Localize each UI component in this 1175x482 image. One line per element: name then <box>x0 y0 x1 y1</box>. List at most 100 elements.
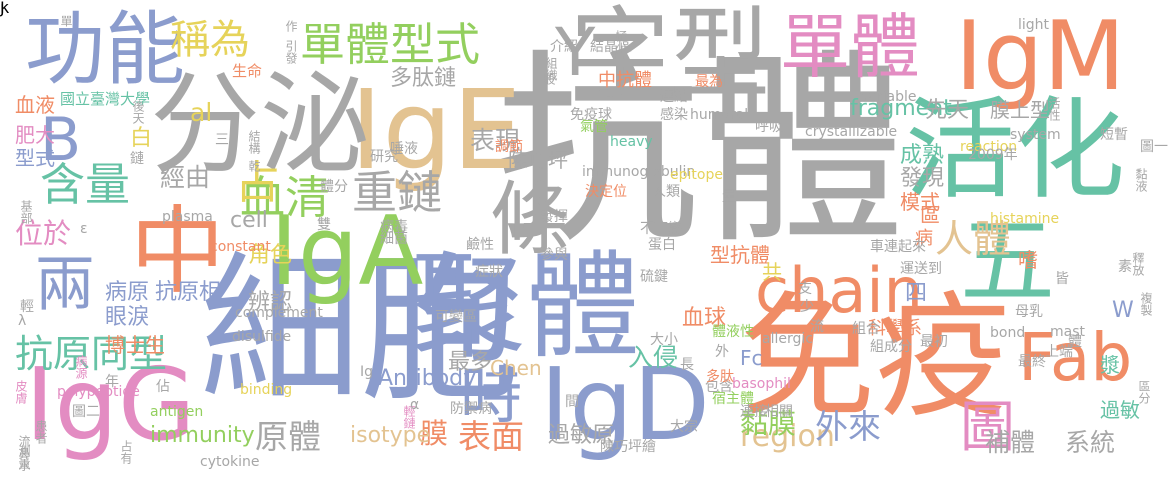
word: light <box>1018 17 1050 33</box>
word: 分泌 <box>150 61 370 189</box>
word: 型抗體 <box>710 243 770 267</box>
word: cell <box>230 208 268 233</box>
word: IgD <box>540 346 710 463</box>
word: 鹼性 <box>466 237 494 253</box>
word: 唾液 <box>390 141 418 157</box>
word: 皮膚 <box>14 380 28 404</box>
word: 肥大 <box>15 123 55 147</box>
word: 稱為 <box>170 17 250 63</box>
word: plasma <box>162 209 213 225</box>
word: 大宗 <box>670 419 698 435</box>
word: 包含 <box>705 379 733 395</box>
word: system <box>1010 127 1061 143</box>
word: 漿 <box>1100 353 1120 377</box>
word: 外來 <box>815 407 881 446</box>
word: 參與 <box>540 247 568 263</box>
word: 共 <box>762 260 782 284</box>
word: 感染 <box>660 107 688 123</box>
word: 病毒 <box>380 219 408 235</box>
word: λ <box>18 313 27 329</box>
word: 時 <box>460 359 523 432</box>
word: 呼吸 <box>755 119 783 135</box>
word: 上端 <box>1045 344 1073 360</box>
word: 圖二 <box>72 404 100 420</box>
word: cytokine <box>200 454 260 470</box>
word: 相關 <box>765 404 793 420</box>
word: crystallizable <box>805 124 898 140</box>
word: 區分 <box>1137 380 1151 404</box>
word: 母乳 <box>1015 304 1043 320</box>
word: 作 <box>284 20 298 32</box>
word: 角色 <box>248 243 293 268</box>
word: 抗體 <box>495 33 905 271</box>
word: 原體 <box>255 417 321 456</box>
word: 輕 <box>20 299 34 315</box>
word: polypeptide <box>57 384 140 400</box>
word: 病原 <box>105 280 150 305</box>
word: 病 <box>915 228 933 249</box>
word: binding <box>240 382 293 398</box>
word: Chen <box>490 356 542 380</box>
word: 陳巧坪 <box>508 148 568 172</box>
word: 介紹 <box>550 39 578 55</box>
word: 功能 <box>25 3 185 96</box>
word: 單體 <box>780 6 920 88</box>
word: 辨認 <box>248 290 293 315</box>
word: 免疫球 <box>570 107 612 123</box>
word: IgM <box>955 2 1126 112</box>
word: 測量 <box>17 445 31 469</box>
word: 皆 <box>1055 271 1069 287</box>
word: fragment <box>850 96 952 121</box>
word: 研究 <box>370 149 398 165</box>
word: constant <box>210 239 271 255</box>
word: 系統 <box>1065 428 1116 457</box>
word: 膜上型 <box>990 98 1050 122</box>
word: 人體 <box>935 217 1012 261</box>
word: 支 <box>798 281 812 297</box>
word: ε <box>80 221 88 237</box>
word: 結晶區 <box>590 39 632 55</box>
word: 引發 <box>284 40 298 64</box>
word: IgA <box>270 197 424 307</box>
word: histamine <box>990 211 1060 227</box>
word: Y <box>555 14 596 91</box>
word: 雙 <box>317 217 331 233</box>
word: 2009年 <box>968 147 1018 163</box>
word: humoral <box>690 107 749 123</box>
word: 聚體 <box>410 240 641 374</box>
word: antigen <box>150 404 204 420</box>
word: 中抗體 <box>598 70 652 91</box>
word: Fab <box>1018 319 1133 396</box>
word: mast <box>1050 324 1085 340</box>
word: 先天 <box>925 98 970 123</box>
word: region <box>740 419 835 454</box>
word: basophil <box>732 376 791 392</box>
word: 素 <box>1118 259 1132 275</box>
word: complement <box>235 305 323 321</box>
word: 基部 <box>19 200 33 224</box>
word: 占有 <box>119 440 133 464</box>
word: 抗原同型 <box>15 332 168 376</box>
word: 決定位 <box>585 184 627 200</box>
word: 組合 <box>852 321 880 337</box>
word: 最終 <box>1018 354 1046 370</box>
word: 博士生 <box>105 333 165 357</box>
word: 氣管 <box>580 119 608 135</box>
word: 流 <box>810 319 824 335</box>
word: 流鼻水 <box>17 435 31 471</box>
word: 血液 <box>15 93 55 117</box>
word: W <box>1112 298 1134 323</box>
word: 間 <box>565 394 579 410</box>
word: 黏液 <box>1134 168 1148 192</box>
word: 單體型式 <box>300 18 481 71</box>
word: 膜 <box>420 417 449 450</box>
word: reaction <box>960 139 1018 155</box>
word: 免疫 <box>740 279 1010 436</box>
word: 蛋白 <box>648 237 676 253</box>
word: 血球 <box>682 306 727 331</box>
word: 單 <box>59 15 73 27</box>
word: 調節 <box>495 139 523 155</box>
word: 外 <box>715 344 729 360</box>
word: 複製 <box>1139 292 1153 316</box>
word: 年 <box>105 374 119 390</box>
